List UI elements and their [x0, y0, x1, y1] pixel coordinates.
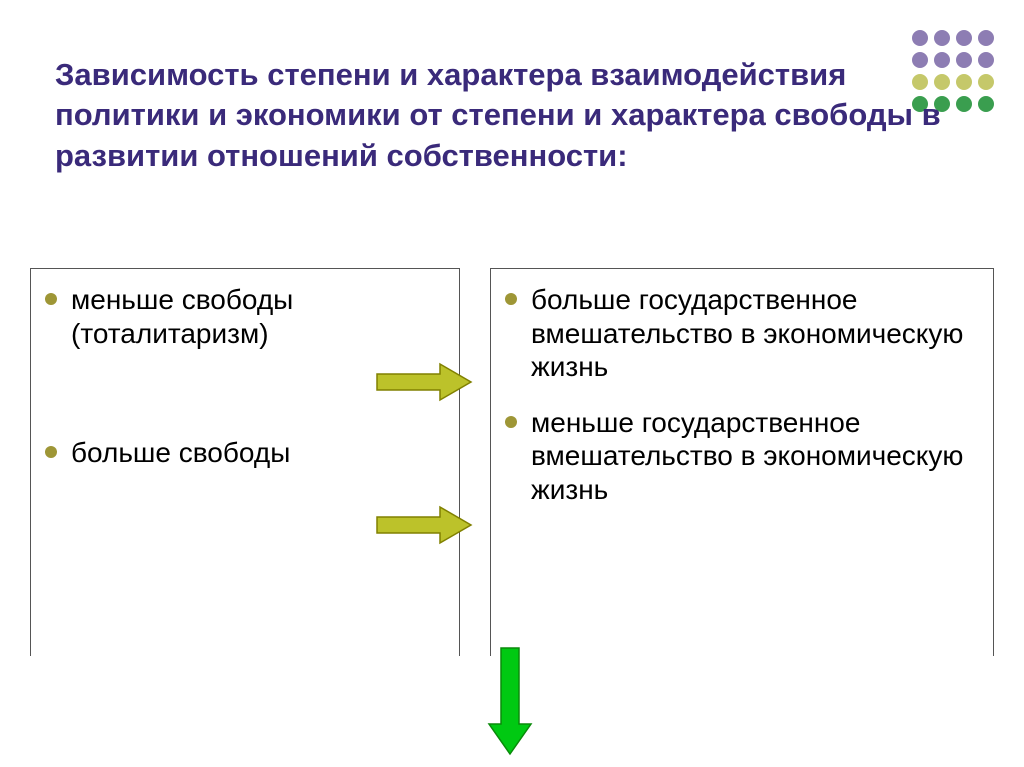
left-column: меньше свободы (тоталитаризм) больше сво…	[30, 268, 460, 656]
dot-icon	[956, 96, 972, 112]
diagram-columns: меньше свободы (тоталитаризм) больше сво…	[30, 268, 994, 656]
dot-icon	[978, 30, 994, 46]
right-column: больше государственное вмешательство в э…	[490, 268, 994, 656]
list-item: больше свободы	[45, 436, 441, 470]
list-item: больше государственное вмешательство в э…	[505, 283, 975, 384]
item-text: больше свободы	[71, 436, 290, 470]
dot-icon	[978, 74, 994, 90]
arrow-right-icon	[375, 360, 475, 404]
dot-icon	[934, 30, 950, 46]
item-text: больше государственное вмешательство в э…	[531, 283, 975, 384]
dot-icon	[956, 52, 972, 68]
item-text: меньше государственное вмешательство в э…	[531, 406, 975, 507]
item-text: меньше свободы (тоталитаризм)	[71, 283, 441, 350]
bullet-icon	[505, 416, 517, 428]
list-item: меньше государственное вмешательство в э…	[505, 406, 975, 507]
list-item: меньше свободы (тоталитаризм)	[45, 283, 441, 350]
dot-icon	[978, 96, 994, 112]
dot-icon	[912, 30, 928, 46]
arrow-right-icon	[375, 503, 475, 547]
bullet-icon	[45, 293, 57, 305]
dot-icon	[956, 74, 972, 90]
slide-title: Зависимость степени и характера взаимоде…	[55, 55, 955, 176]
arrow-down-icon	[485, 646, 535, 758]
bullet-icon	[505, 293, 517, 305]
bullet-icon	[45, 446, 57, 458]
dot-icon	[978, 52, 994, 68]
dot-icon	[956, 30, 972, 46]
